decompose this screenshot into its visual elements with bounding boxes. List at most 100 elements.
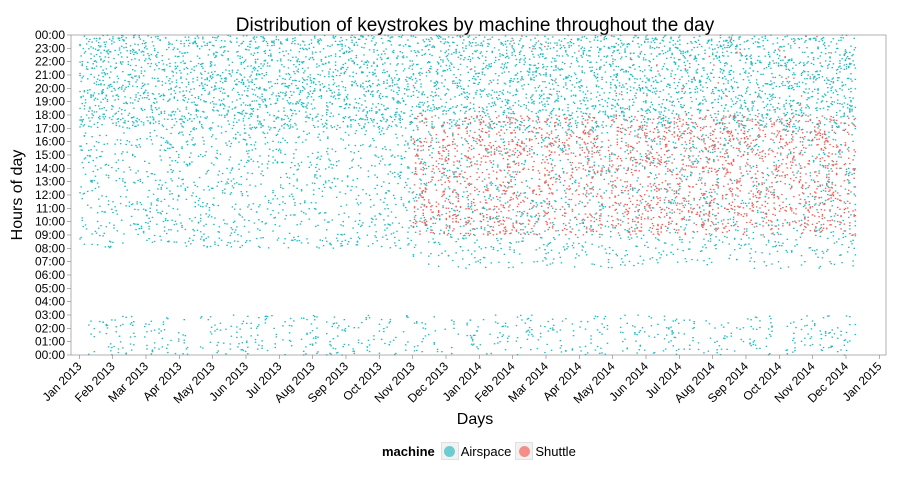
airspace-point: [136, 201, 138, 203]
airspace-point: [375, 106, 377, 108]
shuttle-point: [442, 167, 444, 169]
airspace-point: [436, 72, 439, 74]
airspace-point: [192, 192, 194, 194]
airspace-point: [160, 200, 162, 203]
airspace-point: [479, 212, 482, 215]
airspace-point: [266, 141, 269, 144]
airspace-point: [102, 98, 104, 100]
airspace-point: [193, 69, 195, 72]
shuttle-point: [468, 166, 471, 168]
airspace-point: [98, 84, 100, 86]
airspace-point: [239, 73, 241, 75]
airspace-point: [123, 40, 125, 42]
airspace-point: [231, 101, 234, 103]
airspace-point: [353, 81, 355, 84]
airspace-point: [463, 50, 465, 52]
airspace-point: [409, 220, 411, 222]
airspace-point: [273, 115, 275, 117]
airspace-point: [517, 232, 520, 234]
airspace-point: [497, 79, 499, 81]
airspace-point: [96, 78, 99, 80]
airspace-point: [419, 74, 421, 76]
airspace-point: [437, 63, 440, 65]
airspace-point: [110, 350, 112, 352]
airspace-point: [185, 39, 188, 42]
airspace-point: [352, 75, 354, 78]
shuttle-point: [424, 187, 427, 189]
shuttle-point: [437, 203, 440, 205]
airspace-point: [476, 227, 478, 230]
airspace-point: [440, 229, 442, 231]
shuttle-point: [496, 177, 498, 179]
airspace-point: [282, 161, 284, 164]
airspace-point: [133, 37, 135, 39]
airspace-point: [412, 255, 415, 257]
airspace-point: [264, 315, 267, 318]
airspace-point: [248, 49, 250, 51]
airspace-point: [235, 203, 237, 205]
shuttle-point: [420, 145, 422, 147]
airspace-point: [180, 77, 182, 80]
airspace-point: [384, 108, 386, 110]
airspace-point: [520, 347, 522, 349]
airspace-point: [521, 214, 523, 216]
airspace-point: [374, 235, 376, 237]
airspace-point: [516, 171, 519, 173]
airspace-point: [416, 125, 418, 127]
airspace-point: [479, 89, 482, 91]
airspace-point: [110, 245, 112, 248]
airspace-point: [383, 133, 385, 135]
airspace-point: [512, 111, 514, 113]
airspace-point: [466, 91, 468, 94]
shuttle-point: [481, 171, 484, 174]
airspace-point: [398, 78, 400, 81]
shuttle-point: [435, 160, 438, 162]
airspace-point: [406, 80, 408, 82]
airspace-point: [341, 66, 343, 68]
airspace-point: [168, 229, 170, 231]
airspace-point: [248, 117, 250, 119]
airspace-point: [462, 237, 464, 239]
airspace-point: [358, 219, 361, 222]
airspace-point: [225, 328, 227, 330]
airspace-point: [247, 65, 249, 67]
airspace-point: [334, 61, 337, 63]
airspace-point: [525, 35, 528, 38]
airspace-point: [516, 120, 519, 122]
airspace-point: [505, 55, 508, 58]
airspace-point: [418, 158, 420, 160]
airspace-point: [301, 90, 304, 92]
airspace-point: [429, 44, 431, 46]
airspace-point: [376, 122, 378, 125]
airspace-point: [326, 119, 328, 121]
airspace-point: [231, 69, 234, 71]
airspace-point: [367, 35, 370, 37]
airspace-point: [469, 162, 472, 164]
airspace-point: [522, 45, 524, 47]
airspace-point: [269, 65, 271, 67]
shuttle-point: [482, 191, 485, 193]
airspace-point: [328, 158, 330, 160]
airspace-point: [150, 330, 153, 332]
airspace-point: [132, 48, 134, 51]
airspace-point: [173, 223, 176, 226]
airspace-point: [317, 336, 319, 338]
airspace-point: [514, 136, 517, 138]
airspace-point: [310, 39, 313, 41]
airspace-point: [505, 46, 508, 48]
airspace-point: [460, 87, 463, 90]
airspace-point: [352, 350, 354, 352]
shuttle-point: [469, 183, 472, 185]
airspace-point: [166, 317, 168, 319]
chart-title: Distribution of keystrokes by machine th…: [236, 15, 715, 36]
airspace-point: [90, 149, 92, 151]
airspace-point: [526, 338, 529, 340]
shuttle-point: [528, 148, 531, 150]
airspace-point: [502, 54, 505, 56]
airspace-point: [129, 97, 132, 99]
airspace-point: [459, 225, 462, 228]
airspace-point: [116, 94, 119, 96]
airspace-point: [442, 163, 444, 166]
airspace-point: [410, 109, 412, 112]
airspace-point: [497, 164, 499, 166]
